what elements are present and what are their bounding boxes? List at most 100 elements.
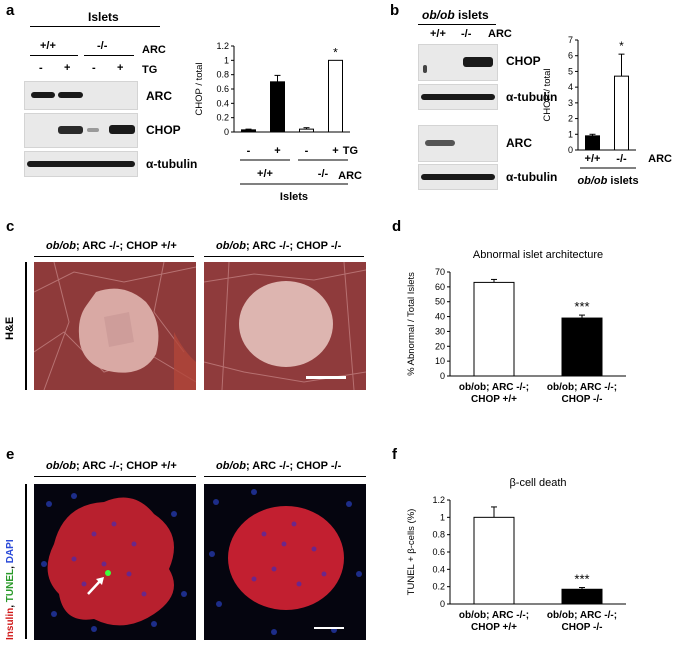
- arc-row-label: ARC: [142, 44, 166, 56]
- x-row-label-tg: TG: [343, 145, 358, 157]
- x-tick-label: CHOP +/+: [471, 622, 517, 633]
- side-label-he: H&E: [4, 316, 16, 340]
- x-group-ko: -/-: [318, 168, 329, 180]
- y-tick-label: 1: [440, 512, 445, 522]
- y-tick-label: 0.4: [432, 564, 445, 574]
- blot-label-tubulin: α-tubulin: [146, 157, 198, 171]
- y-tick-label: 2: [568, 114, 573, 124]
- panel-label-c: c: [6, 218, 15, 235]
- tg-plus-2: +: [117, 62, 124, 74]
- bar: [473, 516, 515, 605]
- y-tick-label: 0: [440, 599, 445, 609]
- blot-label-arc: ARC: [146, 89, 172, 103]
- title-italic: ob/ob: [46, 240, 76, 252]
- y-tick-label: 30: [435, 326, 445, 336]
- genotype-ko-label: -/-: [97, 40, 108, 52]
- label-dapi: DAPI: [5, 539, 16, 564]
- separator: ,: [5, 602, 16, 608]
- y-tick-label: 0: [440, 371, 445, 381]
- genotype-wt-label: +/+: [40, 40, 56, 52]
- micrograph-title-c-right: ob/ob; ARC -/-; CHOP -/-: [216, 240, 341, 252]
- panel-label-d: d: [392, 218, 402, 235]
- blot-label-chop: CHOP: [146, 123, 181, 137]
- arc-label-b: ARC: [488, 28, 512, 40]
- y-tick-label: 0.6: [432, 547, 445, 557]
- ko-underline: [84, 55, 134, 56]
- title-underline: [34, 256, 194, 257]
- title-underline: [204, 256, 364, 257]
- y-tick-label: 0.6: [216, 84, 229, 94]
- chart-title: β-cell death: [509, 477, 566, 489]
- band: [109, 125, 135, 134]
- title-rest: ; ARC -/-; CHOP -/-: [245, 460, 342, 472]
- bar: [561, 317, 603, 377]
- title-italic: ob/ob: [46, 460, 76, 472]
- title-italic: ob/ob: [216, 240, 246, 252]
- micrograph-title-c-left: ob/ob; ARC -/-; CHOP +/+: [46, 240, 177, 252]
- significance-mark: *: [619, 39, 624, 53]
- x-tick-label: CHOP -/-: [562, 394, 603, 405]
- band: [425, 140, 455, 146]
- band: [421, 174, 495, 180]
- y-tick-label: 20: [435, 341, 445, 351]
- title-italic: ob/ob: [216, 460, 246, 472]
- panel-label-a: a: [6, 2, 15, 19]
- x-tick-label: ob/ob; ARC -/-;: [459, 382, 529, 393]
- chart-f: β-cell death 0 0.2 0.4 0.6 0.8 1 1.2 TUNEL + β-c…: [406, 477, 626, 633]
- bar: [270, 81, 285, 133]
- y-axis-label: TUNEL + β-cells (%): [406, 509, 417, 596]
- significance-mark: ***: [574, 572, 589, 587]
- bar: [241, 129, 256, 133]
- label-tunel: TUNEL: [5, 568, 16, 603]
- chart-a: 0 0.2 0.4 0.6 0.8 1 1.2 CHOP / total * - + - + TG +/+ -…: [194, 41, 362, 203]
- blot-tubulin-b1: [418, 84, 498, 110]
- x-row-label-arc: ARC: [648, 153, 672, 165]
- x-footer: ob/ob islets: [577, 175, 638, 187]
- blot-label-tubulin-b2: α-tubulin: [506, 170, 558, 184]
- band: [58, 126, 83, 134]
- footer-rest: islets: [607, 175, 638, 187]
- y-tick-label: 60: [435, 282, 445, 292]
- y-axis-label: CHOP / total: [542, 68, 553, 121]
- title-rest: ; ARC -/-; CHOP +/+: [75, 240, 177, 252]
- band: [31, 92, 55, 98]
- blot-header-obob: ob/ob islets: [422, 8, 489, 22]
- title-underline: [204, 476, 366, 477]
- blot-label-arc-b: ARC: [506, 136, 532, 150]
- bar: [561, 588, 603, 605]
- side-bar-c: [25, 262, 27, 390]
- genotype-ko-b: -/-: [461, 28, 472, 40]
- blot-tubulin-a: [24, 151, 138, 177]
- blot-label-tubulin-b1: α-tubulin: [506, 90, 558, 104]
- band: [87, 128, 99, 132]
- tg-row-label: TG: [142, 64, 158, 76]
- x-tick-label: -/-: [616, 153, 627, 165]
- panel-label-e: e: [6, 446, 15, 463]
- panel-label-b: b: [390, 2, 400, 19]
- x-tick-tg: -: [305, 145, 309, 157]
- blot-tubulin-b2: [418, 164, 498, 190]
- y-tick-label: 70: [435, 267, 445, 277]
- x-footer: Islets: [280, 191, 308, 203]
- header-underline: [30, 26, 160, 27]
- footer-italic: ob/ob: [577, 175, 607, 187]
- bar: [473, 281, 515, 377]
- x-tick-tg: +: [274, 145, 280, 157]
- x-row-label-arc: ARC: [338, 170, 362, 182]
- band: [421, 94, 495, 100]
- y-tick-label: 0.2: [432, 582, 445, 592]
- micrograph-title-e-left: ob/ob; ARC -/-; CHOP +/+: [46, 460, 177, 472]
- bar: [585, 135, 600, 151]
- header-rest: islets: [454, 8, 489, 22]
- y-axis-label: % Abnormal / Total Islets: [406, 272, 417, 376]
- panel-label-f: f: [392, 446, 397, 463]
- x-group-wt: +/+: [257, 168, 273, 180]
- micrograph-he-chop-ko: [204, 262, 366, 390]
- band: [27, 161, 135, 167]
- blot-header-islets: Islets: [88, 10, 119, 24]
- x-tick-label: CHOP +/+: [471, 394, 517, 405]
- chart-b: 0 1 2 3 4 5 6 7 CHOP / total * +/+ -/- ARC ob/ob isle…: [542, 35, 672, 187]
- title-rest: ; ARC -/-; CHOP +/+: [75, 460, 177, 472]
- y-tick-label: 0.4: [216, 98, 229, 108]
- y-tick-label: 10: [435, 356, 445, 366]
